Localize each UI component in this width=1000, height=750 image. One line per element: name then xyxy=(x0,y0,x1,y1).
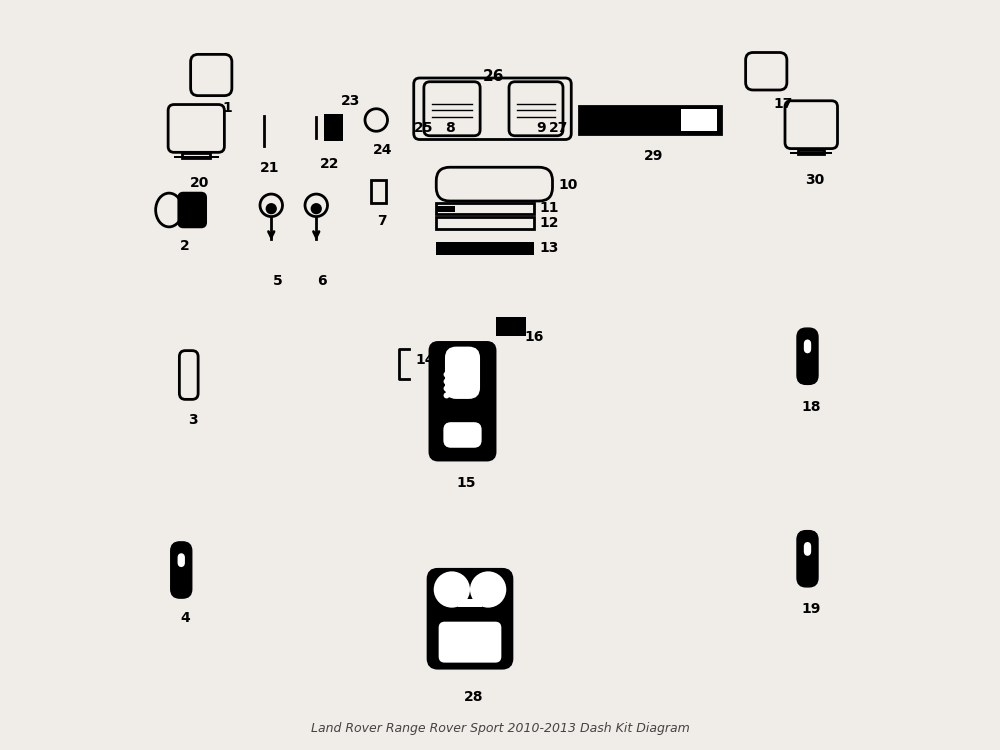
FancyBboxPatch shape xyxy=(178,554,185,567)
Bar xyxy=(681,110,717,130)
Text: 3: 3 xyxy=(188,413,197,427)
Text: 6: 6 xyxy=(317,274,327,288)
Text: 17: 17 xyxy=(773,98,792,112)
Text: 15: 15 xyxy=(456,476,476,490)
Text: 12: 12 xyxy=(540,216,559,229)
Circle shape xyxy=(434,572,470,608)
Circle shape xyxy=(444,379,450,385)
Text: 7: 7 xyxy=(377,214,387,228)
Text: 29: 29 xyxy=(644,148,663,163)
Text: 19: 19 xyxy=(802,602,821,616)
Text: 21: 21 xyxy=(260,161,280,176)
FancyBboxPatch shape xyxy=(439,622,501,663)
Text: 9: 9 xyxy=(536,122,546,136)
FancyBboxPatch shape xyxy=(804,542,811,556)
Circle shape xyxy=(266,203,277,214)
Bar xyxy=(324,115,343,141)
Text: 8: 8 xyxy=(446,122,455,136)
Text: 16: 16 xyxy=(524,330,543,344)
Text: 20: 20 xyxy=(190,176,210,190)
FancyBboxPatch shape xyxy=(429,570,511,668)
Text: 28: 28 xyxy=(464,690,484,704)
FancyBboxPatch shape xyxy=(431,344,494,459)
Circle shape xyxy=(311,203,322,214)
Text: 30: 30 xyxy=(805,172,825,187)
Text: 25: 25 xyxy=(414,122,433,136)
Circle shape xyxy=(470,572,506,608)
Bar xyxy=(436,203,534,214)
Bar xyxy=(436,206,455,212)
Text: 5: 5 xyxy=(272,274,282,288)
Text: 11: 11 xyxy=(540,202,559,215)
Circle shape xyxy=(444,386,450,392)
Bar xyxy=(458,599,482,607)
Bar xyxy=(174,156,219,158)
Text: 4: 4 xyxy=(180,611,190,626)
Circle shape xyxy=(444,392,450,398)
Bar xyxy=(496,316,526,336)
Text: 24: 24 xyxy=(372,142,392,157)
Text: Land Rover Range Rover Sport 2010-2013 Dash Kit Diagram: Land Rover Range Rover Sport 2010-2013 D… xyxy=(311,722,689,735)
Bar xyxy=(436,217,534,229)
Text: 18: 18 xyxy=(802,400,821,414)
FancyBboxPatch shape xyxy=(797,531,818,586)
Text: 10: 10 xyxy=(558,178,578,192)
Text: 14: 14 xyxy=(415,352,435,367)
Text: 27: 27 xyxy=(549,122,568,136)
Bar xyxy=(182,154,210,158)
FancyBboxPatch shape xyxy=(443,422,482,448)
FancyBboxPatch shape xyxy=(797,328,818,384)
FancyBboxPatch shape xyxy=(445,346,480,399)
FancyBboxPatch shape xyxy=(804,339,811,353)
Text: 26: 26 xyxy=(483,69,505,84)
Text: 13: 13 xyxy=(540,242,559,255)
Text: 22: 22 xyxy=(320,158,340,172)
Bar xyxy=(579,106,721,134)
Bar xyxy=(798,150,824,154)
Text: 1: 1 xyxy=(223,101,233,115)
Bar xyxy=(436,242,534,255)
FancyBboxPatch shape xyxy=(179,194,206,226)
Circle shape xyxy=(444,371,450,377)
FancyBboxPatch shape xyxy=(171,542,192,598)
Text: 23: 23 xyxy=(341,94,360,108)
Bar xyxy=(790,152,832,154)
Bar xyxy=(371,180,386,203)
Text: 2: 2 xyxy=(180,238,190,253)
